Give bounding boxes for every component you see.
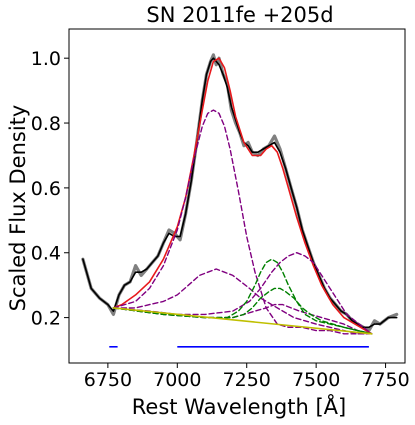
y-tick-label: 0.4 [31,243,61,265]
plot-frame [68,28,406,364]
gaussian-component-line-8 [112,287,373,335]
x-axis-label: Rest Wavelength [Å] [132,393,346,419]
continuum-line-9 [112,307,373,335]
observed-raw-line-0 [81,53,399,333]
y-axis-label: Scaled Flux Density [6,105,30,312]
gaussian-component-line-6 [112,303,373,335]
y-tick-label: 1.0 [31,48,61,70]
x-tick-label: 7750 [361,369,409,391]
x-tick-label: 7250 [223,369,271,391]
gaussian-component-line-3 [112,109,373,335]
gaussian-component-line-7 [112,258,373,335]
observed-smoothed-line-1 [82,57,398,329]
y-tick-label: 0.6 [31,178,61,200]
axis-ticks: 6750 7000 7250 7500 7750 0.2 0.4 0.6 0.8 1.0 [31,48,410,391]
y-tick-label: 0.8 [31,113,61,135]
y-tick-label: 0.2 [31,308,61,330]
chart-title: SN 2011fe +205d [146,3,333,27]
gaussian-component-line-5 [112,252,373,335]
x-tick-label: 7000 [153,369,201,391]
x-tick-label: 7500 [292,369,340,391]
gaussian-component-line-4 [112,268,373,335]
x-tick-label: 6750 [84,369,132,391]
plot-area [81,53,399,348]
